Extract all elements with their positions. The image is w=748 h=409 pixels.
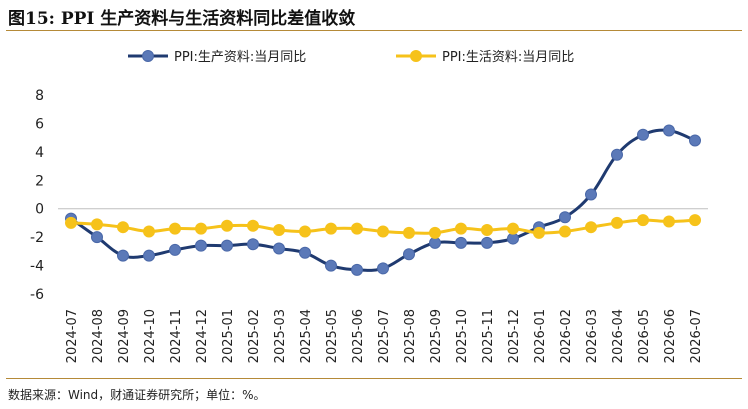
x-tick-label: 2026-02 [559, 309, 574, 363]
series-2-point [117, 221, 129, 234]
x-tick-label: 2025-04 [299, 309, 314, 363]
series-2-point [65, 216, 77, 229]
series-1-line [70, 128, 696, 272]
x-tick-label: 2026-05 [637, 309, 652, 363]
series-2-point [481, 224, 493, 237]
series-1-point [403, 248, 415, 261]
x-tick-label: 2024-08 [91, 309, 106, 363]
series-1-point [663, 124, 675, 137]
x-tick-label: 2025-07 [377, 309, 392, 363]
series-2-point [351, 222, 363, 235]
series-2-point [507, 222, 519, 235]
legend-label-2: PPI:生活资料:当月同比 [442, 50, 574, 65]
series-1-point [325, 259, 337, 272]
x-tick-label: 2026-04 [611, 309, 626, 363]
series-2-point [143, 225, 155, 238]
x-tick-label: 2025-09 [429, 309, 444, 363]
series-1-point [689, 134, 701, 147]
series-2-point [455, 222, 467, 235]
series-1-point [637, 128, 649, 141]
series-1-point [455, 236, 467, 249]
legend-marker-1 [142, 50, 154, 62]
series-1-point [559, 211, 571, 224]
y-tick-label: -4 [30, 259, 44, 275]
series-2-point [299, 225, 311, 238]
y-tick-label: 0 [35, 202, 44, 218]
series-1-point [143, 249, 155, 262]
series-1-point [351, 263, 363, 276]
series-1-point [507, 232, 519, 245]
top-rule [6, 30, 742, 31]
y-tick-label: 6 [35, 116, 44, 132]
series-2-point [611, 216, 623, 229]
series-1-point [221, 239, 233, 252]
series-2-point [585, 221, 597, 234]
series-1-point [585, 188, 597, 201]
figure-title: 图15: PPI 生产资料与生活资料同比差值收敛 [8, 9, 356, 29]
series-2-point [325, 222, 337, 235]
series-1-point [377, 262, 389, 275]
x-tick-label: 2024-07 [65, 309, 80, 363]
x-tick-label: 2025-01 [221, 309, 236, 363]
series-group [65, 124, 701, 276]
series-2-point [403, 226, 415, 239]
x-tick-label: 2025-06 [351, 309, 366, 363]
series-2-point [247, 219, 259, 232]
bottom-rule [6, 378, 742, 379]
series-1-point [91, 231, 103, 244]
x-tick-label: 2025-03 [273, 309, 288, 363]
series-1-point [611, 148, 623, 161]
y-tick-label: 4 [35, 145, 44, 161]
series-2-point [273, 224, 285, 237]
y-tick-label: 8 [35, 88, 44, 104]
y-tick-label: 2 [35, 173, 44, 189]
series-2-point [559, 225, 571, 238]
x-tick-label: 2024-09 [117, 309, 132, 363]
series-2-point [533, 226, 545, 239]
x-tick-label: 2024-11 [169, 309, 184, 363]
x-tick-label: 2024-10 [143, 309, 158, 363]
series-2-point [377, 225, 389, 238]
series-2-point [429, 226, 441, 239]
chart-legend: PPI:生产资料:当月同比 PPI:生活资料:当月同比 [128, 50, 574, 65]
series-2-point [91, 218, 103, 231]
x-tick-label: 2026-06 [663, 309, 678, 363]
series-1-point [247, 238, 259, 251]
series-1-point [481, 236, 493, 249]
series-2-point [637, 214, 649, 227]
legend-marker-2 [410, 50, 422, 62]
y-tick-label: -2 [30, 230, 44, 246]
series-2-point [195, 222, 207, 235]
series-1-point [273, 242, 285, 255]
series-1-point [195, 239, 207, 252]
series-1-point [299, 246, 311, 259]
series-1-point [169, 243, 181, 256]
x-tick-label: 2026-07 [689, 309, 704, 363]
series-2-point [663, 215, 675, 228]
series-1-point [429, 236, 441, 249]
series-2-point [689, 214, 701, 227]
x-tick-label: 2025-10 [455, 309, 470, 363]
x-tick-label: 2026-01 [533, 309, 548, 363]
line-chart: PPI:生产资料:当月同比 PPI:生活资料:当月同比 8 6 4 2 0 -2 -4 -6 2… [30, 50, 708, 363]
source-note: 数据来源：Wind，财通证券研究所；单位：%。 [8, 388, 266, 402]
legend-label-1: PPI:生产资料:当月同比 [174, 50, 306, 65]
x-tick-label: 2025-11 [481, 309, 496, 363]
y-axis: 8 6 4 2 0 -2 -4 -6 [30, 88, 44, 303]
x-axis: 2024-07 2024-08 2024-09 2024-10 2024-11 2024-… [58, 208, 708, 363]
x-tick-label: 2025-02 [247, 309, 262, 363]
x-tick-label: 2026-03 [585, 309, 600, 363]
x-tick-label: 2025-08 [403, 309, 418, 363]
x-tick-label: 2025-12 [507, 309, 522, 363]
series-2-point [221, 219, 233, 232]
y-tick-label: -6 [30, 287, 44, 303]
series-2-point [169, 222, 181, 235]
x-tick-label: 2025-05 [325, 309, 340, 363]
x-tick-label: 2024-12 [195, 309, 210, 363]
series-1-point [117, 249, 129, 262]
